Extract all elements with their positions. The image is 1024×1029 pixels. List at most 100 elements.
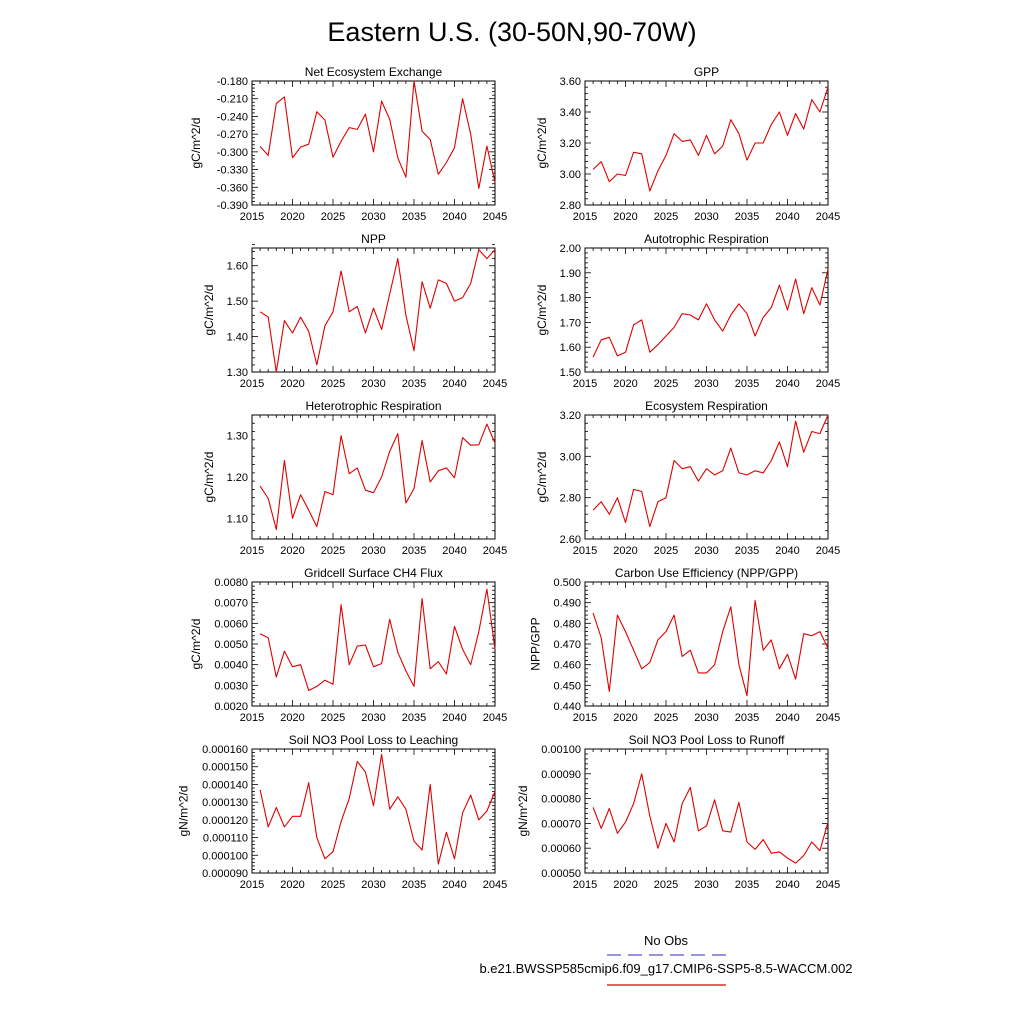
x-tick-label: 2035 [735, 378, 759, 390]
x-tick-label: 2035 [735, 712, 759, 724]
x-tick-label: 2035 [402, 712, 426, 724]
panel-title: Net Ecosystem Exchange [305, 65, 443, 79]
y-tick-label: 0.000120 [202, 815, 248, 827]
y-tick-label: 0.00090 [541, 769, 581, 781]
plot-frame [584, 748, 829, 874]
panel-title: GPP [694, 65, 719, 79]
y-axis-label: gC/m^2/d [189, 619, 203, 670]
x-tick-label: 2045 [816, 712, 840, 724]
y-tick-label: 1.50 [227, 296, 248, 308]
x-tick-label: 2045 [483, 879, 507, 891]
y-axis-label: gC/m^2/d [189, 118, 203, 169]
plot-frame [584, 80, 829, 206]
y-tick-label: 0.0080 [214, 577, 248, 589]
y-tick-label: 0.00080 [541, 794, 581, 806]
x-tick-label: 2015 [573, 712, 597, 724]
y-tick-label: 0.0030 [214, 680, 248, 692]
y-tick-label: 0.0020 [214, 701, 248, 713]
y-tick-label: 0.450 [553, 680, 581, 692]
y-tick-label: 0.440 [553, 701, 581, 713]
x-tick-label: 2030 [361, 378, 385, 390]
x-tick-label: 2040 [775, 545, 799, 557]
y-tick-label: 1.80 [560, 293, 581, 305]
y-tick-label: 0.000140 [202, 779, 248, 791]
x-tick-label: 2020 [280, 211, 304, 223]
x-tick-label: 2015 [240, 378, 264, 390]
x-tick-label: 2020 [280, 378, 304, 390]
panel-title: Gridcell Surface CH4 Flux [304, 566, 443, 580]
x-tick-label: 2015 [240, 211, 264, 223]
y-tick-label: 0.490 [553, 598, 581, 610]
y-tick-label: 3.00 [560, 451, 581, 463]
x-tick-label: 2020 [613, 211, 637, 223]
x-tick-label: 2020 [613, 545, 637, 557]
y-tick-label: 1.60 [227, 261, 248, 273]
x-tick-label: 2015 [573, 211, 597, 223]
x-tick-label: 2045 [483, 712, 507, 724]
y-tick-label: 2.00 [560, 243, 581, 255]
y-tick-label: 1.30 [227, 431, 248, 443]
y-tick-label: -0.360 [217, 182, 248, 194]
x-tick-label: 2015 [240, 545, 264, 557]
y-tick-label: 0.000160 [202, 744, 248, 756]
y-tick-label: 1.70 [560, 317, 581, 329]
y-axis-label: NPP/GPP [529, 617, 543, 670]
series-line [592, 600, 829, 697]
x-tick-label: 2045 [816, 211, 840, 223]
figure-title: Eastern U.S. (30-50N,90-70W) [327, 17, 696, 47]
y-tick-label: 1.10 [227, 513, 248, 525]
x-tick-label: 2025 [654, 879, 678, 891]
plot-frame [584, 414, 829, 540]
y-tick-label: -0.300 [217, 147, 248, 159]
x-tick-label: 2040 [775, 211, 799, 223]
legend-model-label: b.e21.BWSSP585cmip6.f09_g17.CMIP6-SSP5-8… [479, 961, 852, 976]
panel-title: Soil NO3 Pool Loss to Leaching [289, 733, 458, 747]
y-tick-label: -0.390 [217, 200, 248, 212]
panel-10: Soil NO3 Pool Loss to Runoff 2015 2020 2025… [516, 733, 840, 891]
x-tick-label: 2030 [694, 879, 718, 891]
x-tick-label: 2035 [735, 211, 759, 223]
y-tick-label: 0.000130 [202, 797, 248, 809]
panel-title: Autotrophic Respiration [644, 232, 769, 246]
x-tick-label: 2040 [442, 378, 466, 390]
plot-frame [251, 247, 496, 373]
x-tick-label: 2040 [775, 879, 799, 891]
y-tick-label: 1.30 [227, 367, 248, 379]
panel-1: Net Ecosystem Exchange 2015 2020 2025 2030 20… [189, 65, 507, 223]
x-tick-label: 2020 [613, 712, 637, 724]
x-tick-label: 2020 [280, 879, 304, 891]
x-tick-label: 2035 [402, 378, 426, 390]
plot-frame [584, 247, 829, 373]
panel-title: Heterotrophic Respiration [305, 399, 441, 413]
series-line [259, 249, 496, 373]
panel-title: Soil NO3 Pool Loss to Runoff [629, 733, 786, 747]
x-tick-label: 2030 [361, 879, 385, 891]
legend-obs-label: No Obs [644, 933, 689, 948]
y-tick-label: 0.00050 [541, 868, 581, 880]
y-tick-label: 2.60 [560, 534, 581, 546]
y-tick-label: 0.0070 [214, 598, 248, 610]
x-tick-label: 2025 [654, 211, 678, 223]
y-tick-label: 2.80 [560, 493, 581, 505]
x-tick-label: 2020 [280, 712, 304, 724]
y-tick-label: 1.60 [560, 342, 581, 354]
y-tick-label: -0.180 [217, 76, 248, 88]
x-tick-label: 2030 [694, 378, 718, 390]
series-line [259, 753, 496, 865]
y-tick-label: 0.00060 [541, 843, 581, 855]
y-tick-label: 0.00070 [541, 818, 581, 830]
series-line [592, 87, 829, 192]
series-line [259, 80, 496, 190]
panel-5: Heterotrophic Respiration 2015 2020 2025 203… [202, 399, 507, 557]
x-tick-label: 2025 [321, 712, 345, 724]
x-tick-label: 2045 [483, 211, 507, 223]
y-tick-label: 0.460 [553, 660, 581, 672]
panel-title: NPP [361, 232, 386, 246]
panel-6: Ecosystem Respiration 2015 2020 2025 2030 203… [535, 399, 840, 557]
x-tick-label: 2020 [613, 879, 637, 891]
x-tick-label: 2025 [654, 545, 678, 557]
panel-2: GPP 2015 2020 2025 2030 2035 2040 2045 2.80 3.00 3… [535, 65, 840, 223]
series-line [592, 268, 829, 358]
panel-7: Gridcell Surface CH4 Flux 2015 2020 2025 203… [189, 566, 507, 724]
plot-frame [251, 80, 496, 206]
